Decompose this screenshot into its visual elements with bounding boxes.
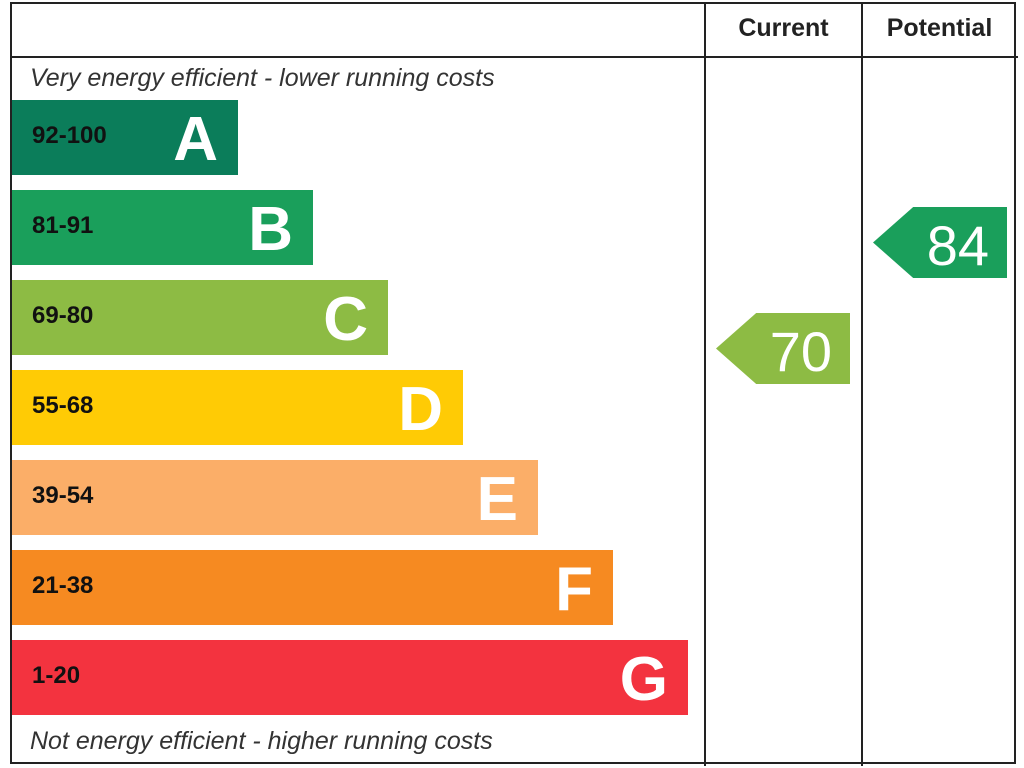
band-letter: C xyxy=(323,285,368,354)
band-range: 55-68 xyxy=(32,392,94,419)
band-bar-b: 81-91 B xyxy=(12,190,313,265)
band-letter: D xyxy=(398,375,443,444)
band-letter: A xyxy=(173,105,218,174)
band-range: 69-80 xyxy=(32,302,94,329)
band-bar-e: 39-54 E xyxy=(12,460,538,535)
band-range: 39-54 xyxy=(32,482,94,509)
band-range: 1-20 xyxy=(32,662,81,689)
band-bar-a: 92-100 A xyxy=(12,100,238,175)
band-range: 21-38 xyxy=(32,572,94,599)
current-rating-value: 70 xyxy=(769,320,832,383)
header-divider xyxy=(10,56,1018,58)
band-letter: G xyxy=(619,645,668,714)
band-range: 81-91 xyxy=(32,212,94,239)
potential-rating-value: 84 xyxy=(926,214,989,277)
efficient-note: Very energy efficient - lower running co… xyxy=(30,64,495,92)
band-bar-c: 69-80 C xyxy=(12,280,388,355)
band-bar-f: 21-38 F xyxy=(12,550,613,625)
band-letter: F xyxy=(555,555,593,624)
band-letter: E xyxy=(476,465,518,534)
inefficient-note: Not energy efficient - higher running co… xyxy=(30,727,493,755)
potential-rating-arrow: 84 xyxy=(873,207,1007,278)
band-range: 92-100 xyxy=(32,122,107,149)
potential-column-divider xyxy=(861,2,863,766)
current-column-header: Current xyxy=(738,14,829,42)
current-column-divider xyxy=(704,2,706,766)
epc-table-frame xyxy=(10,2,1016,764)
potential-column-header: Potential xyxy=(886,14,993,42)
band-bar-g: 1-20 G xyxy=(12,640,688,715)
band-letter: B xyxy=(248,195,293,264)
band-bar-d: 55-68 D xyxy=(12,370,463,445)
